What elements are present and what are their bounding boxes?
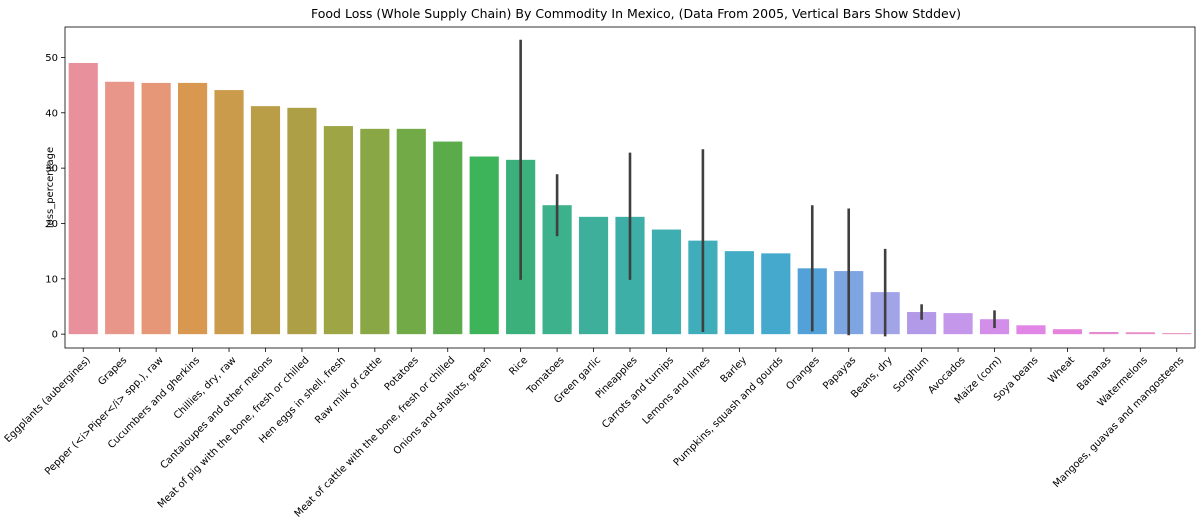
bar <box>1052 329 1082 335</box>
bar <box>105 81 135 335</box>
bar <box>68 62 98 335</box>
x-tick-label: Wheat <box>1046 355 1077 386</box>
bar <box>178 82 208 335</box>
y-axis: 0 10 20 30 40 50 <box>45 53 65 341</box>
bar <box>214 90 244 335</box>
x-tick-label: Rice <box>507 355 530 378</box>
bars-layer <box>68 62 1192 335</box>
y-tick-label: 40 <box>45 108 58 119</box>
bar <box>651 229 682 335</box>
plot-frame <box>64 26 1196 349</box>
bar <box>1125 332 1155 335</box>
bar <box>724 251 754 335</box>
x-tick-label: Potatoes <box>383 355 421 393</box>
bar <box>250 106 281 335</box>
bar <box>1162 333 1192 335</box>
bar <box>943 313 973 335</box>
bar <box>469 156 499 335</box>
x-tick-label: Raw milk of cattle <box>313 355 384 426</box>
y-tick-label: 50 <box>45 53 58 64</box>
x-tick-label: Papayas <box>821 355 858 392</box>
bar <box>578 216 609 335</box>
bar <box>323 126 353 335</box>
x-tick-label: Chillies, dry, raw <box>172 355 239 422</box>
x-tick-label: Eggplants (aubergines) <box>3 355 93 445</box>
bar <box>396 128 426 335</box>
y-axis-label: loss_percentage <box>45 147 56 228</box>
chart-title: Food Loss (Whole Supply Chain) By Commod… <box>311 6 961 21</box>
bar <box>1089 331 1119 335</box>
bar <box>1016 325 1046 335</box>
x-tick-label: Bananas <box>1075 355 1113 393</box>
x-tick-label: Lemons and limes <box>641 355 713 427</box>
x-tick-label: Grapes <box>96 355 129 388</box>
y-tick-label: 30 <box>45 164 58 175</box>
x-tick-label: Carrots and turnips <box>600 355 676 431</box>
x-tick-label: Mangoes, guavas and mangosteens <box>1051 355 1186 490</box>
bar <box>360 128 390 335</box>
y-tick-label: 20 <box>45 219 58 230</box>
x-tick-label: Oranges <box>784 355 822 393</box>
errorbars-layer <box>519 39 996 337</box>
bar <box>141 82 171 335</box>
x-tick-label: Barley <box>719 355 749 385</box>
bar <box>433 141 463 335</box>
y-tick-label: 0 <box>52 330 58 341</box>
y-tick-label: 10 <box>45 274 58 285</box>
bar <box>907 312 937 335</box>
bar <box>761 253 791 335</box>
bar <box>287 107 317 335</box>
